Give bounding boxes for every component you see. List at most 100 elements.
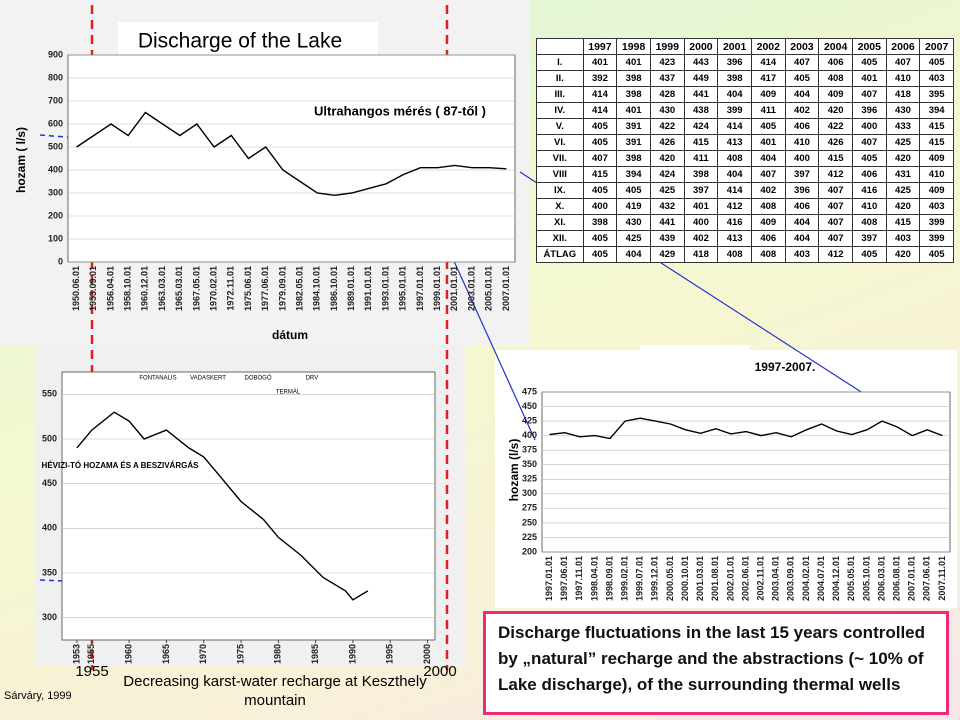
value-cell: 408 bbox=[750, 246, 786, 263]
x-tick-label: 2001.01.01 bbox=[449, 266, 459, 311]
value-cell: 407 bbox=[818, 198, 853, 215]
value-cell: 426 bbox=[818, 134, 853, 151]
plot-area bbox=[67, 54, 516, 263]
header-cell: 1999 bbox=[649, 38, 685, 55]
row-label: VIII bbox=[536, 166, 584, 183]
x-tick-label: 1955 bbox=[86, 644, 96, 664]
value-cell: 410 bbox=[919, 166, 954, 183]
header-cell: 2000 bbox=[683, 38, 719, 55]
value-cell: 405 bbox=[919, 54, 954, 71]
value-cell: 400 bbox=[582, 198, 618, 215]
value-cell: 422 bbox=[818, 118, 853, 135]
value-cell: 407 bbox=[784, 54, 820, 71]
value-cell: 398 bbox=[683, 166, 719, 183]
row-label: VII. bbox=[536, 150, 584, 167]
value-cell: 406 bbox=[851, 166, 887, 183]
value-cell: 439 bbox=[649, 230, 685, 247]
value-cell: 438 bbox=[683, 102, 719, 119]
value-cell: 420 bbox=[818, 102, 853, 119]
value-cell: 406 bbox=[750, 230, 786, 247]
x-tick-label: 1950.06.01 bbox=[71, 266, 81, 311]
value-cell: 407 bbox=[750, 166, 786, 183]
value-cell: 392 bbox=[582, 70, 618, 87]
row-label: III. bbox=[536, 86, 584, 103]
y-tick-label: 200 bbox=[48, 210, 63, 220]
x-tick-label: 2000.05.01 bbox=[665, 556, 675, 601]
table-row: I. 401 401 423 443 396 414 407 406 405 407 405 bbox=[536, 54, 954, 71]
value-cell: 405 bbox=[582, 182, 618, 199]
value-cell: 426 bbox=[649, 134, 685, 151]
y-tick-label: 225 bbox=[522, 532, 537, 542]
x-tick-label: 2000.10.01 bbox=[680, 556, 690, 601]
table-row: III. 414 398 428 441 404 409 404 409 407 418 395 bbox=[536, 86, 954, 103]
value-cell: 398 bbox=[616, 86, 651, 103]
y-tick-label: 325 bbox=[522, 474, 537, 484]
x-tick-label: 1953 bbox=[71, 644, 81, 664]
row-label: XII. bbox=[536, 230, 584, 247]
value-cell: 398 bbox=[582, 214, 618, 231]
value-cell: 412 bbox=[818, 166, 853, 183]
x-tick-label: 1995.01.01 bbox=[398, 266, 408, 311]
x-tick-label: 2003.01.01 bbox=[466, 266, 476, 311]
value-cell: 397 bbox=[683, 182, 719, 199]
x-tick-label: 2004.02.01 bbox=[801, 556, 811, 601]
value-cell: 405 bbox=[582, 118, 618, 135]
value-cell: 409 bbox=[750, 214, 786, 231]
value-cell: 425 bbox=[616, 230, 651, 247]
value-cell: 415 bbox=[683, 134, 719, 151]
value-cell: 422 bbox=[649, 118, 685, 135]
y-tick-label: 275 bbox=[522, 503, 537, 513]
value-cell: 431 bbox=[885, 166, 921, 183]
y-tick-label: 350 bbox=[42, 567, 57, 577]
value-cell: 394 bbox=[616, 166, 651, 183]
x-axis-label: dátum bbox=[272, 328, 308, 342]
value-cell: 430 bbox=[616, 214, 651, 231]
value-cell: 408 bbox=[851, 214, 887, 231]
table-row: VII. 407 398 420 411 408 404 400 415 405 420 409 bbox=[536, 150, 954, 167]
header-cell: 2007 bbox=[919, 38, 954, 55]
x-tick-label: 1975.06.01 bbox=[243, 266, 253, 311]
data-line bbox=[549, 417, 943, 440]
value-cell: 404 bbox=[750, 150, 786, 167]
row-label: I. bbox=[536, 54, 584, 71]
value-cell: 416 bbox=[851, 182, 887, 199]
value-cell: 407 bbox=[851, 134, 887, 151]
value-cell: 414 bbox=[717, 118, 752, 135]
value-cell: 414 bbox=[717, 182, 752, 199]
x-tick-label: 2001.08.01 bbox=[710, 556, 720, 601]
value-cell: 441 bbox=[683, 86, 719, 103]
x-tick-label: 1985 bbox=[310, 644, 320, 664]
value-cell: 412 bbox=[717, 198, 752, 215]
chart-title: 1997-2007. bbox=[755, 360, 816, 374]
x-tick-label: 2004.07.01 bbox=[816, 556, 826, 601]
value-cell: 410 bbox=[784, 134, 820, 151]
x-tick-label: 1991.01.01 bbox=[363, 266, 373, 311]
table-row: ÁTLAG 405 404 429 418 408 408 403 412 405 420 405 bbox=[536, 246, 954, 263]
x-tick-label: 1997.11.01 bbox=[574, 556, 584, 601]
value-cell: 404 bbox=[717, 166, 752, 183]
plot-area bbox=[541, 391, 951, 553]
plot-area bbox=[61, 371, 436, 641]
value-cell: 403 bbox=[919, 198, 954, 215]
value-cell: 414 bbox=[750, 54, 786, 71]
y-tick-label: 425 bbox=[522, 415, 537, 425]
value-cell: 405 bbox=[784, 70, 820, 87]
y-tick-label: 400 bbox=[42, 523, 57, 533]
x-tick-label: 1999.12.01 bbox=[650, 556, 660, 601]
chart-title: HÉVIZI-TÓ HOZAMA ÉS A BESZIVÁRGÁS bbox=[42, 461, 200, 470]
value-cell: 409 bbox=[818, 86, 853, 103]
value-cell: 408 bbox=[717, 246, 752, 263]
value-cell: 402 bbox=[784, 102, 820, 119]
value-cell: 404 bbox=[717, 86, 752, 103]
value-cell: 424 bbox=[649, 166, 685, 183]
y-axis-label: hozam (l/s) bbox=[507, 439, 521, 502]
value-cell: 425 bbox=[885, 134, 921, 151]
x-tick-label: 2002.06.01 bbox=[740, 556, 750, 601]
x-tick-label: 1984.10.01 bbox=[312, 266, 322, 311]
data-line bbox=[76, 111, 507, 197]
x-tick-label: 1977.06.01 bbox=[260, 266, 270, 311]
x-tick-label: 2005.10.01 bbox=[861, 556, 871, 601]
value-cell: 399 bbox=[919, 230, 954, 247]
value-cell: 402 bbox=[683, 230, 719, 247]
